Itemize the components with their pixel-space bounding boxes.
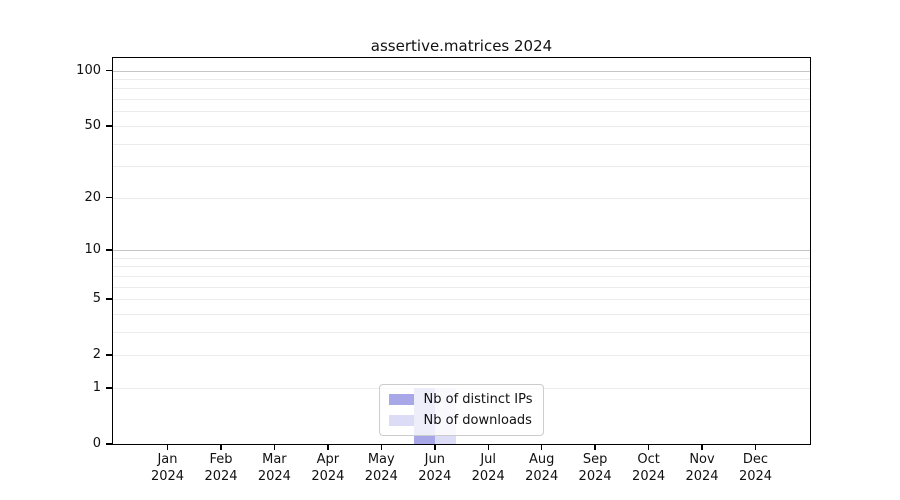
- legend-item-distinct-ips: Nb of distinct IPs: [388, 391, 533, 408]
- x-tick-label: May 2024: [364, 452, 398, 484]
- y-tick-label: 5: [92, 291, 101, 306]
- y-gridline-minor: [113, 331, 810, 333]
- y-gridline-major: [113, 70, 810, 72]
- x-tick-label: Jan 2024: [150, 452, 185, 484]
- y-tick-mark: [106, 443, 113, 445]
- x-tick-label: Dec 2024: [738, 452, 773, 484]
- y-tick-label: 1: [92, 379, 101, 395]
- y-tick-label: 50: [84, 117, 101, 133]
- plot-area: 0 1 2 5 10 20 50 100 Jan 2024 Feb 2024 Mar 2024 Apr…: [76, 56, 811, 484]
- x-tick-label: Apr 2024: [311, 452, 345, 484]
- x-tick-label: Feb 2024: [204, 452, 238, 484]
- y-gridline-minor: [113, 266, 810, 268]
- y-tick-mark: [106, 354, 113, 356]
- legend: Nb of distinct IPs Nb of downloads: [378, 384, 545, 436]
- chart-title: assertive.matrices 2024: [370, 37, 553, 55]
- x-tick-label: Nov 2024: [685, 452, 719, 484]
- y-gridline-minor: [113, 313, 810, 315]
- y-gridline-major: [113, 250, 810, 251]
- y-tick-label: 2: [92, 347, 101, 363]
- legend-item-downloads: Nb of downloads: [388, 412, 533, 429]
- y-gridline-minor: [113, 88, 810, 90]
- y-tick-mark: [106, 69, 113, 72]
- y-gridline-minor: [113, 197, 810, 199]
- x-tick-label: Mar 2024: [257, 452, 291, 484]
- y-tick-mark: [106, 125, 113, 127]
- y-gridline-minor: [113, 79, 810, 80]
- y-tick-mark: [106, 387, 113, 389]
- legend-label-downloads: Nb of downloads: [423, 413, 532, 428]
- x-tick-mark: [540, 444, 543, 450]
- y-gridline-minor: [113, 125, 810, 127]
- x-tick-mark: [380, 444, 383, 450]
- legend-label-distinct-ips: Nb of distinct IPs: [423, 392, 533, 407]
- y-tick-label: 20: [84, 189, 101, 205]
- x-tick-label: Oct 2024: [632, 452, 666, 484]
- x-tick-mark: [647, 444, 650, 450]
- y-gridline-minor: [113, 111, 810, 113]
- y-gridline-minor: [113, 99, 810, 101]
- y-gridline-minor: [113, 166, 810, 168]
- x-tick-mark: [487, 444, 489, 450]
- x-tick-mark: [220, 444, 222, 450]
- y-gridline-minor: [113, 286, 810, 288]
- legend-swatch-distinct-ips: [388, 394, 414, 405]
- y-gridline-minor: [113, 257, 810, 259]
- x-tick-mark: [754, 444, 757, 450]
- x-tick-label: Jun 2024: [418, 452, 452, 484]
- y-gridline-minor: [113, 143, 810, 145]
- y-tick-mark: [106, 298, 113, 300]
- x-tick-mark: [166, 444, 169, 450]
- y-tick-mark: [106, 196, 113, 199]
- y-gridline-minor: [113, 355, 810, 357]
- y-gridline-minor: [113, 275, 810, 277]
- x-tick-mark: [273, 444, 276, 450]
- y-gridline-minor: [113, 299, 810, 300]
- x-tick-label: Aug 2024: [525, 452, 559, 484]
- x-tick-mark: [594, 444, 596, 450]
- x-tick-mark: [434, 444, 436, 450]
- x-tick-mark: [327, 444, 329, 450]
- y-tick-label: 10: [84, 242, 101, 257]
- x-tick-label: Sep 2024: [578, 452, 612, 484]
- legend-swatch-downloads: [388, 415, 414, 426]
- x-tick-label: Jul 2024: [471, 452, 505, 484]
- y-tick-mark: [106, 249, 113, 251]
- x-tick-mark: [701, 444, 703, 450]
- y-tick-label: 100: [76, 62, 101, 78]
- y-tick-label: 0: [92, 436, 101, 451]
